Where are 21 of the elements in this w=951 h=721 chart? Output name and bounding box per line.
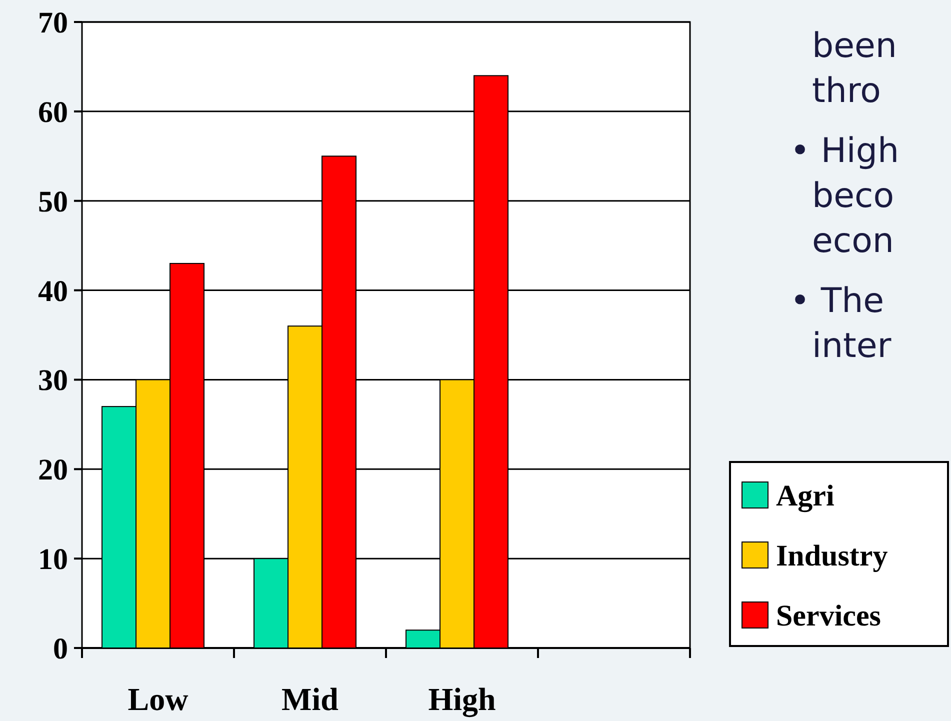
y-tick-label: 40 [38,274,68,308]
x-tick-label: Low [128,681,188,717]
text: • The [790,280,884,321]
legend-label: Industry [776,540,888,572]
y-tick-label: 60 [38,96,68,129]
legend-label: Agri [776,480,834,512]
y-tick-label: 20 [38,454,68,487]
x-tick-label: Mid [282,681,339,717]
y-tick-label: 0 [53,632,68,666]
text: • High [790,130,900,171]
text: thro [812,70,881,111]
x-tick-label: High [428,681,496,718]
text: beco [812,176,894,216]
y-tick-label: 30 [38,364,68,398]
text: econ [812,220,894,261]
y-tick-label: 70 [38,6,68,40]
y-tick-label: 50 [38,185,68,218]
text: been [812,26,897,66]
y-tick-label: 10 [38,543,68,576]
text: inter [812,326,892,366]
legend-label: Services [776,600,881,632]
